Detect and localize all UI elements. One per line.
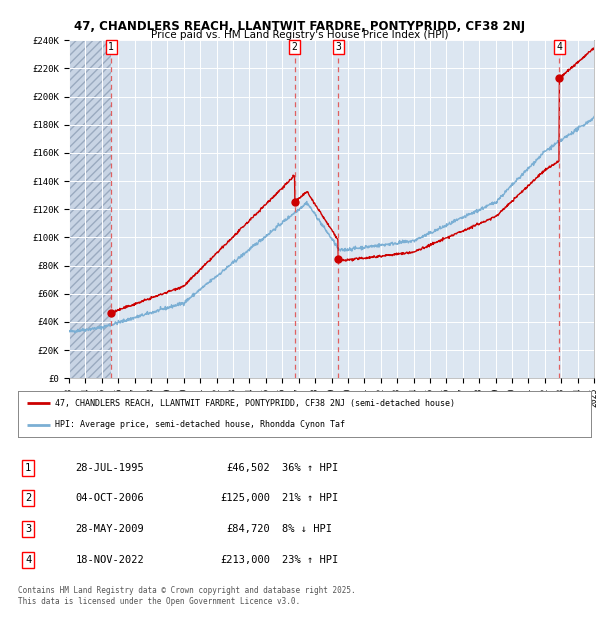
Text: 04-OCT-2006: 04-OCT-2006: [76, 494, 144, 503]
Text: Contains HM Land Registry data © Crown copyright and database right 2025.: Contains HM Land Registry data © Crown c…: [18, 587, 356, 595]
Bar: [69, 40, 111, 378]
Text: 47, CHANDLERS REACH, LLANTWIT FARDRE, PONTYPRIDD, CF38 2NJ: 47, CHANDLERS REACH, LLANTWIT FARDRE, PO…: [74, 20, 526, 33]
Text: 3: 3: [335, 42, 341, 52]
Text: Price paid vs. HM Land Registry's House Price Index (HPI): Price paid vs. HM Land Registry's House …: [151, 30, 449, 40]
Text: 23% ↑ HPI: 23% ↑ HPI: [281, 555, 338, 565]
Text: £84,720: £84,720: [226, 524, 270, 534]
Text: 28-MAY-2009: 28-MAY-2009: [76, 524, 144, 534]
Text: 8% ↓ HPI: 8% ↓ HPI: [281, 524, 332, 534]
Text: 36% ↑ HPI: 36% ↑ HPI: [281, 463, 338, 472]
Text: 4: 4: [25, 555, 31, 565]
Text: 3: 3: [25, 524, 31, 534]
Text: 18-NOV-2022: 18-NOV-2022: [76, 555, 144, 565]
Text: 28-JUL-1995: 28-JUL-1995: [76, 463, 144, 472]
Text: 2: 2: [292, 42, 298, 52]
Text: 1: 1: [25, 463, 31, 472]
Text: £213,000: £213,000: [220, 555, 270, 565]
Text: 21% ↑ HPI: 21% ↑ HPI: [281, 494, 338, 503]
Text: This data is licensed under the Open Government Licence v3.0.: This data is licensed under the Open Gov…: [18, 597, 300, 606]
Text: 4: 4: [556, 42, 562, 52]
Text: 47, CHANDLERS REACH, LLANTWIT FARDRE, PONTYPRIDD, CF38 2NJ (semi-detached house): 47, CHANDLERS REACH, LLANTWIT FARDRE, PO…: [55, 399, 455, 408]
Text: 2: 2: [25, 494, 31, 503]
Text: HPI: Average price, semi-detached house, Rhondda Cynon Taf: HPI: Average price, semi-detached house,…: [55, 420, 345, 429]
Text: £125,000: £125,000: [220, 494, 270, 503]
Text: 1: 1: [108, 42, 114, 52]
Text: £46,502: £46,502: [226, 463, 270, 472]
